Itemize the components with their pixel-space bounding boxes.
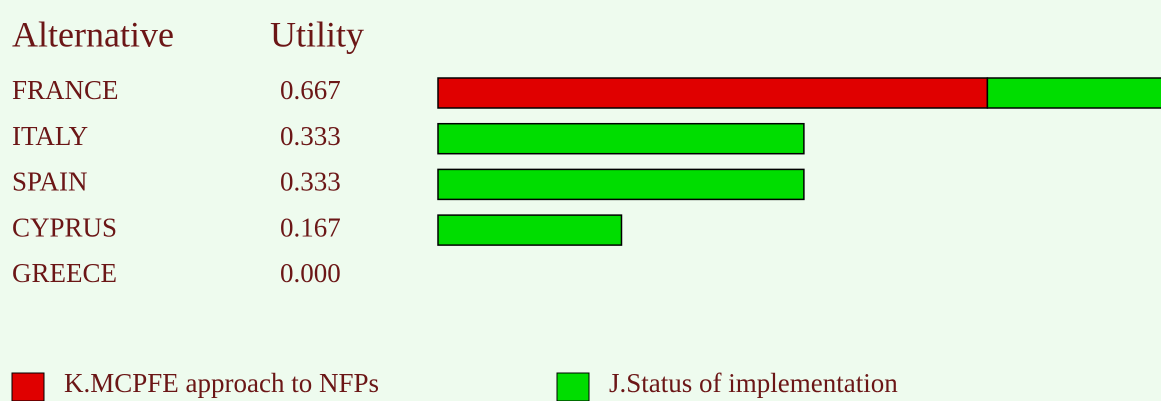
category-label: SPAIN [12,167,88,197]
category-label: FRANCE [12,75,119,105]
category-label: ITALY [12,121,88,151]
column-header: Utility [270,14,364,54]
bar-segment [437,77,989,109]
utility-label: 0.333 [280,121,341,151]
bar-segment [437,122,805,155]
category-label: CYPRUS [12,212,117,242]
column-header: Alternative [12,14,174,54]
bar-segment [437,168,805,201]
legend-label: K.MCPFE approach to NFPs [64,368,379,398]
legend-swatch [556,372,590,401]
utility-label: 0.333 [280,167,341,197]
utility-label: 0.167 [280,212,341,242]
bar-segment [986,77,1161,109]
utility-label: 0.667 [280,75,341,105]
utility-label: 0.000 [280,258,341,288]
legend-label: J.Status of implementation [609,368,898,398]
category-label: GREECE [12,258,117,288]
legend-swatch [11,372,45,401]
bar-segment [437,214,623,246]
